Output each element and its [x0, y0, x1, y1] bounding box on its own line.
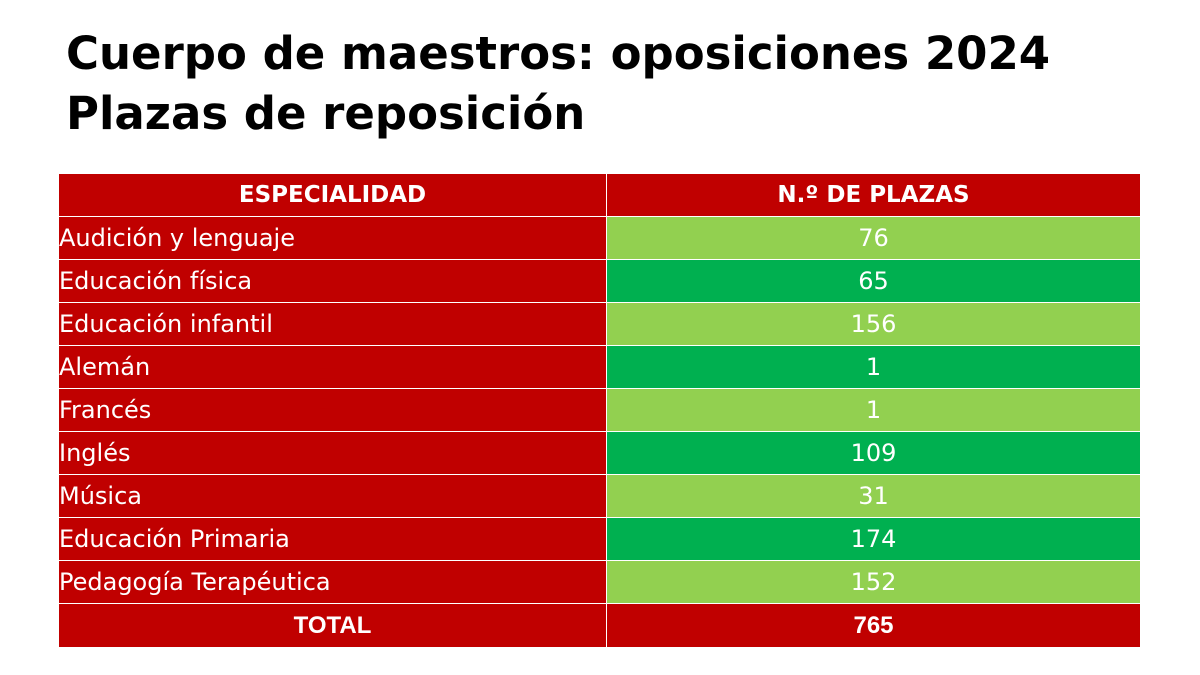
- plazas-table: ESPECIALIDAD N.º DE PLAZAS Audición y le…: [58, 173, 1141, 648]
- table-row: Educación Primaria 174: [58, 517, 1141, 561]
- page-subtitle: Plazas de reposición: [66, 87, 586, 140]
- page-title: Cuerpo de maestros: oposiciones 2024: [66, 27, 1051, 80]
- total-row: TOTAL 765: [58, 603, 1141, 648]
- total-label: TOTAL: [58, 603, 607, 648]
- table-row: Música 31: [58, 474, 1141, 518]
- table-row: Inglés 109: [58, 431, 1141, 475]
- especialidad-cell: Pedagogía Terapéutica: [58, 560, 607, 604]
- plazas-cell: 174: [606, 517, 1141, 561]
- table-row: Educación infantil 156: [58, 302, 1141, 346]
- plazas-cell: 152: [606, 560, 1141, 604]
- total-value: 765: [606, 603, 1141, 648]
- especialidad-cell: Audición y lenguaje: [58, 216, 607, 260]
- plazas-cell: 156: [606, 302, 1141, 346]
- especialidad-cell: Alemán: [58, 345, 607, 389]
- especialidad-cell: Educación física: [58, 259, 607, 303]
- especialidad-cell: Inglés: [58, 431, 607, 475]
- plazas-cell: 76: [606, 216, 1141, 260]
- title-block: Cuerpo de maestros: oposiciones 2024 Pla…: [66, 26, 1146, 142]
- plazas-cell: 109: [606, 431, 1141, 475]
- plazas-cell: 31: [606, 474, 1141, 518]
- especialidad-cell: Música: [58, 474, 607, 518]
- especialidad-cell: Francés: [58, 388, 607, 432]
- column-header-especialidad: ESPECIALIDAD: [58, 173, 607, 217]
- table-row: Francés 1: [58, 388, 1141, 432]
- table-row: Alemán 1: [58, 345, 1141, 389]
- plazas-cell: 65: [606, 259, 1141, 303]
- table-row: Pedagogía Terapéutica 152: [58, 560, 1141, 604]
- table-header-row: ESPECIALIDAD N.º DE PLAZAS: [58, 173, 1141, 217]
- table-row: Audición y lenguaje 76: [58, 216, 1141, 260]
- especialidad-cell: Educación Primaria: [58, 517, 607, 561]
- plazas-cell: 1: [606, 345, 1141, 389]
- column-header-plazas: N.º DE PLAZAS: [606, 173, 1141, 217]
- plazas-cell: 1: [606, 388, 1141, 432]
- especialidad-cell: Educación infantil: [58, 302, 607, 346]
- table-row: Educación física 65: [58, 259, 1141, 303]
